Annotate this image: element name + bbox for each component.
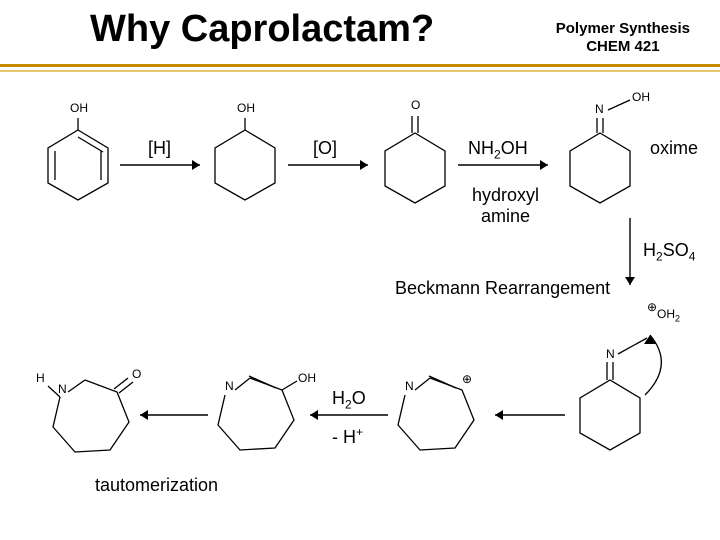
- lactam-n-label: N: [58, 382, 67, 396]
- lactam-o-label: O: [132, 367, 141, 381]
- molecule-caprolactam: [0, 0, 720, 540]
- lactam-h-label: H: [36, 371, 45, 385]
- tautomerization-label: tautomerization: [95, 475, 218, 496]
